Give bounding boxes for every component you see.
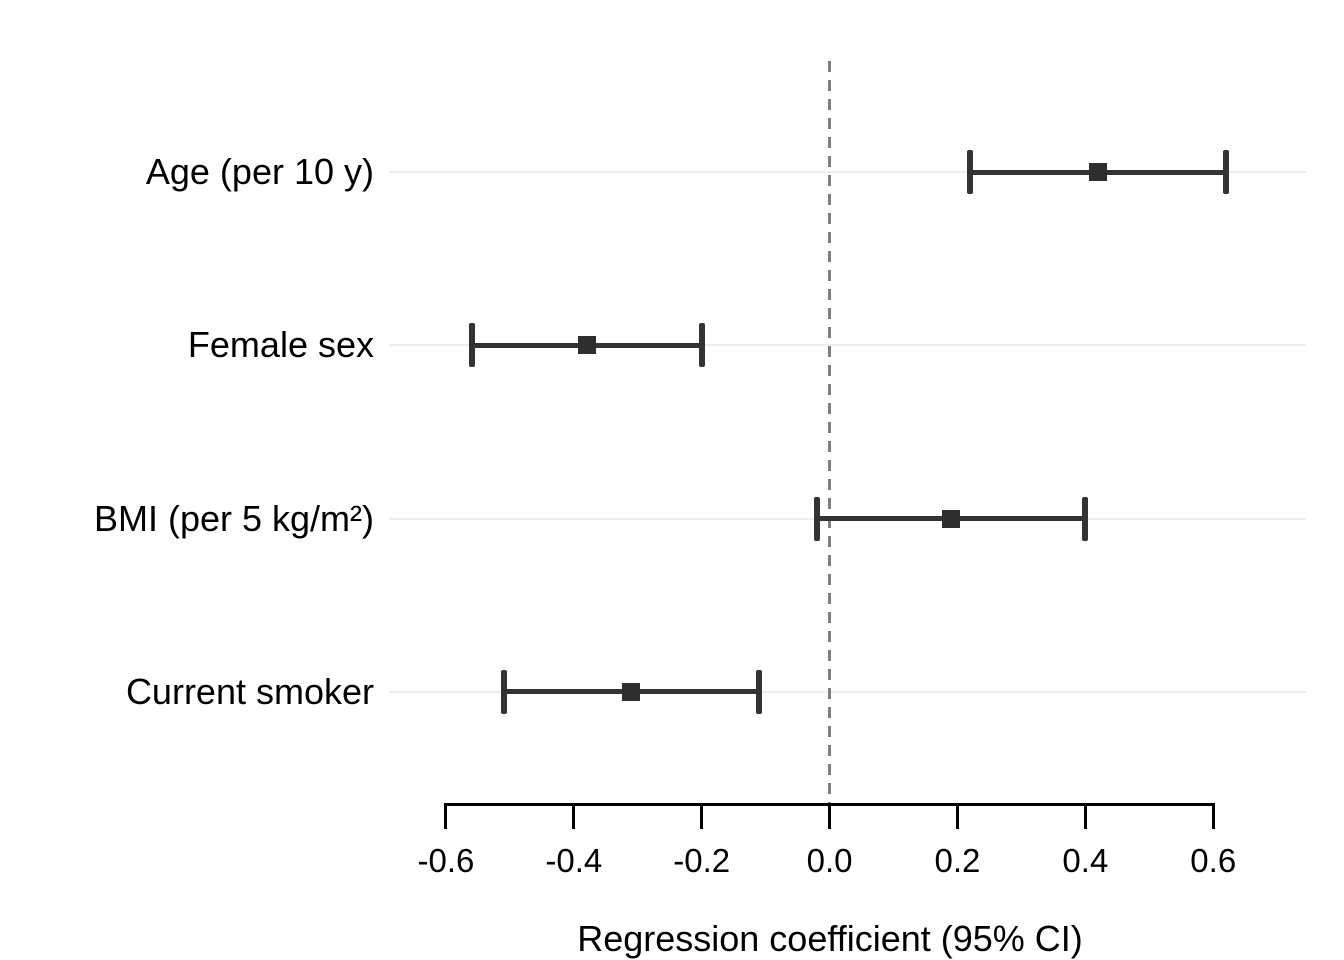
x-axis-tick-label: 0.0 — [806, 842, 853, 879]
point-estimate-marker — [942, 509, 961, 528]
zero-reference-line — [828, 61, 832, 803]
ci-cap-low — [500, 669, 507, 714]
point-estimate-marker — [1089, 163, 1108, 181]
grid-line — [389, 690, 1306, 693]
x-axis-tick-label: 0.2 — [934, 842, 981, 879]
x-axis-tick-label: -0.4 — [545, 842, 603, 879]
ci-cap-low — [813, 496, 820, 541]
x-axis-tick — [1083, 803, 1087, 829]
x-axis-tick — [572, 803, 576, 829]
x-axis-tick — [700, 803, 704, 829]
ci-cap-low — [967, 150, 974, 194]
ci-cap-high — [1082, 496, 1089, 541]
x-axis-tick-label: -0.2 — [673, 842, 731, 879]
grid-line — [389, 171, 1306, 173]
row-label: Female sex — [187, 324, 374, 366]
x-axis-tick — [955, 803, 959, 829]
x-axis-tick-label: 0.4 — [1062, 842, 1109, 879]
point-estimate-marker — [622, 682, 641, 701]
ci-cap-high — [756, 669, 763, 714]
x-axis-tick — [1211, 803, 1215, 829]
row-label: Age (per 10 y) — [145, 151, 374, 192]
x-axis-tick-label: -0.6 — [417, 842, 475, 879]
x-axis-tick-label: 0.6 — [1190, 842, 1237, 879]
ci-cap-low — [468, 323, 475, 368]
ci-cap-high — [698, 323, 705, 368]
x-axis-title: Regression coefficient (95% CI) — [577, 918, 1083, 959]
point-estimate-marker — [577, 336, 596, 355]
grid-line — [389, 344, 1306, 347]
row-label: BMI (per 5 kg/m²) — [93, 497, 374, 539]
ci-cap-high — [1223, 150, 1230, 194]
x-axis-tick — [444, 803, 448, 829]
x-axis-tick — [828, 803, 832, 829]
row-label: Current smoker — [125, 670, 374, 712]
